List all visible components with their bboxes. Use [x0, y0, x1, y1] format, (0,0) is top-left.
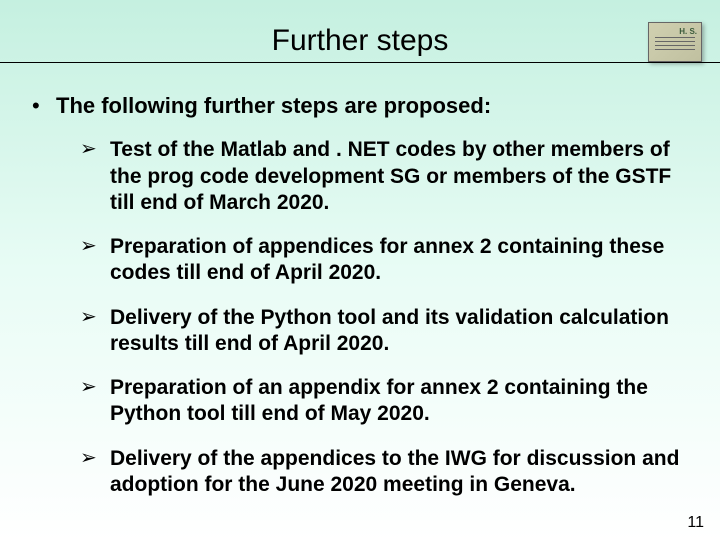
item-text: Delivery of the Python tool and its vali… — [110, 305, 690, 358]
arrow-icon: ➢ — [80, 305, 110, 330]
intro-row: • The following further steps are propos… — [30, 93, 690, 119]
item-text: Test of the Matlab and . NET codes by ot… — [110, 137, 690, 216]
title-divider — [0, 62, 720, 63]
item-text: Delivery of the appendices to the IWG fo… — [110, 446, 690, 499]
item-text: Preparation of appendices for annex 2 co… — [110, 234, 690, 287]
sub-list: ➢ Test of the Matlab and . NET codes by … — [30, 137, 690, 498]
list-item: ➢ Preparation of appendices for annex 2 … — [80, 234, 690, 287]
page-number: 11 — [687, 514, 704, 532]
slide-title: Further steps — [0, 24, 720, 58]
arrow-icon: ➢ — [80, 234, 110, 259]
item-text: Preparation of an appendix for annex 2 c… — [110, 375, 690, 428]
logo-decoration-icon — [655, 37, 695, 53]
list-item: ➢ Delivery of the Python tool and its va… — [80, 305, 690, 358]
arrow-icon: ➢ — [80, 375, 110, 400]
arrow-icon: ➢ — [80, 446, 110, 471]
list-item: ➢ Test of the Matlab and . NET codes by … — [80, 137, 690, 216]
list-item: ➢ Preparation of an appendix for annex 2… — [80, 375, 690, 428]
slide: Further steps H. S. • The following furt… — [0, 0, 720, 540]
intro-text: The following further steps are proposed… — [56, 93, 491, 119]
logo: H. S. — [648, 22, 702, 62]
bullet-icon: • — [30, 93, 56, 119]
list-item: ➢ Delivery of the appendices to the IWG … — [80, 446, 690, 499]
content-area: • The following further steps are propos… — [0, 73, 720, 498]
title-area: Further steps H. S. — [0, 0, 720, 73]
arrow-icon: ➢ — [80, 137, 110, 162]
logo-text: H. S. — [679, 27, 697, 36]
